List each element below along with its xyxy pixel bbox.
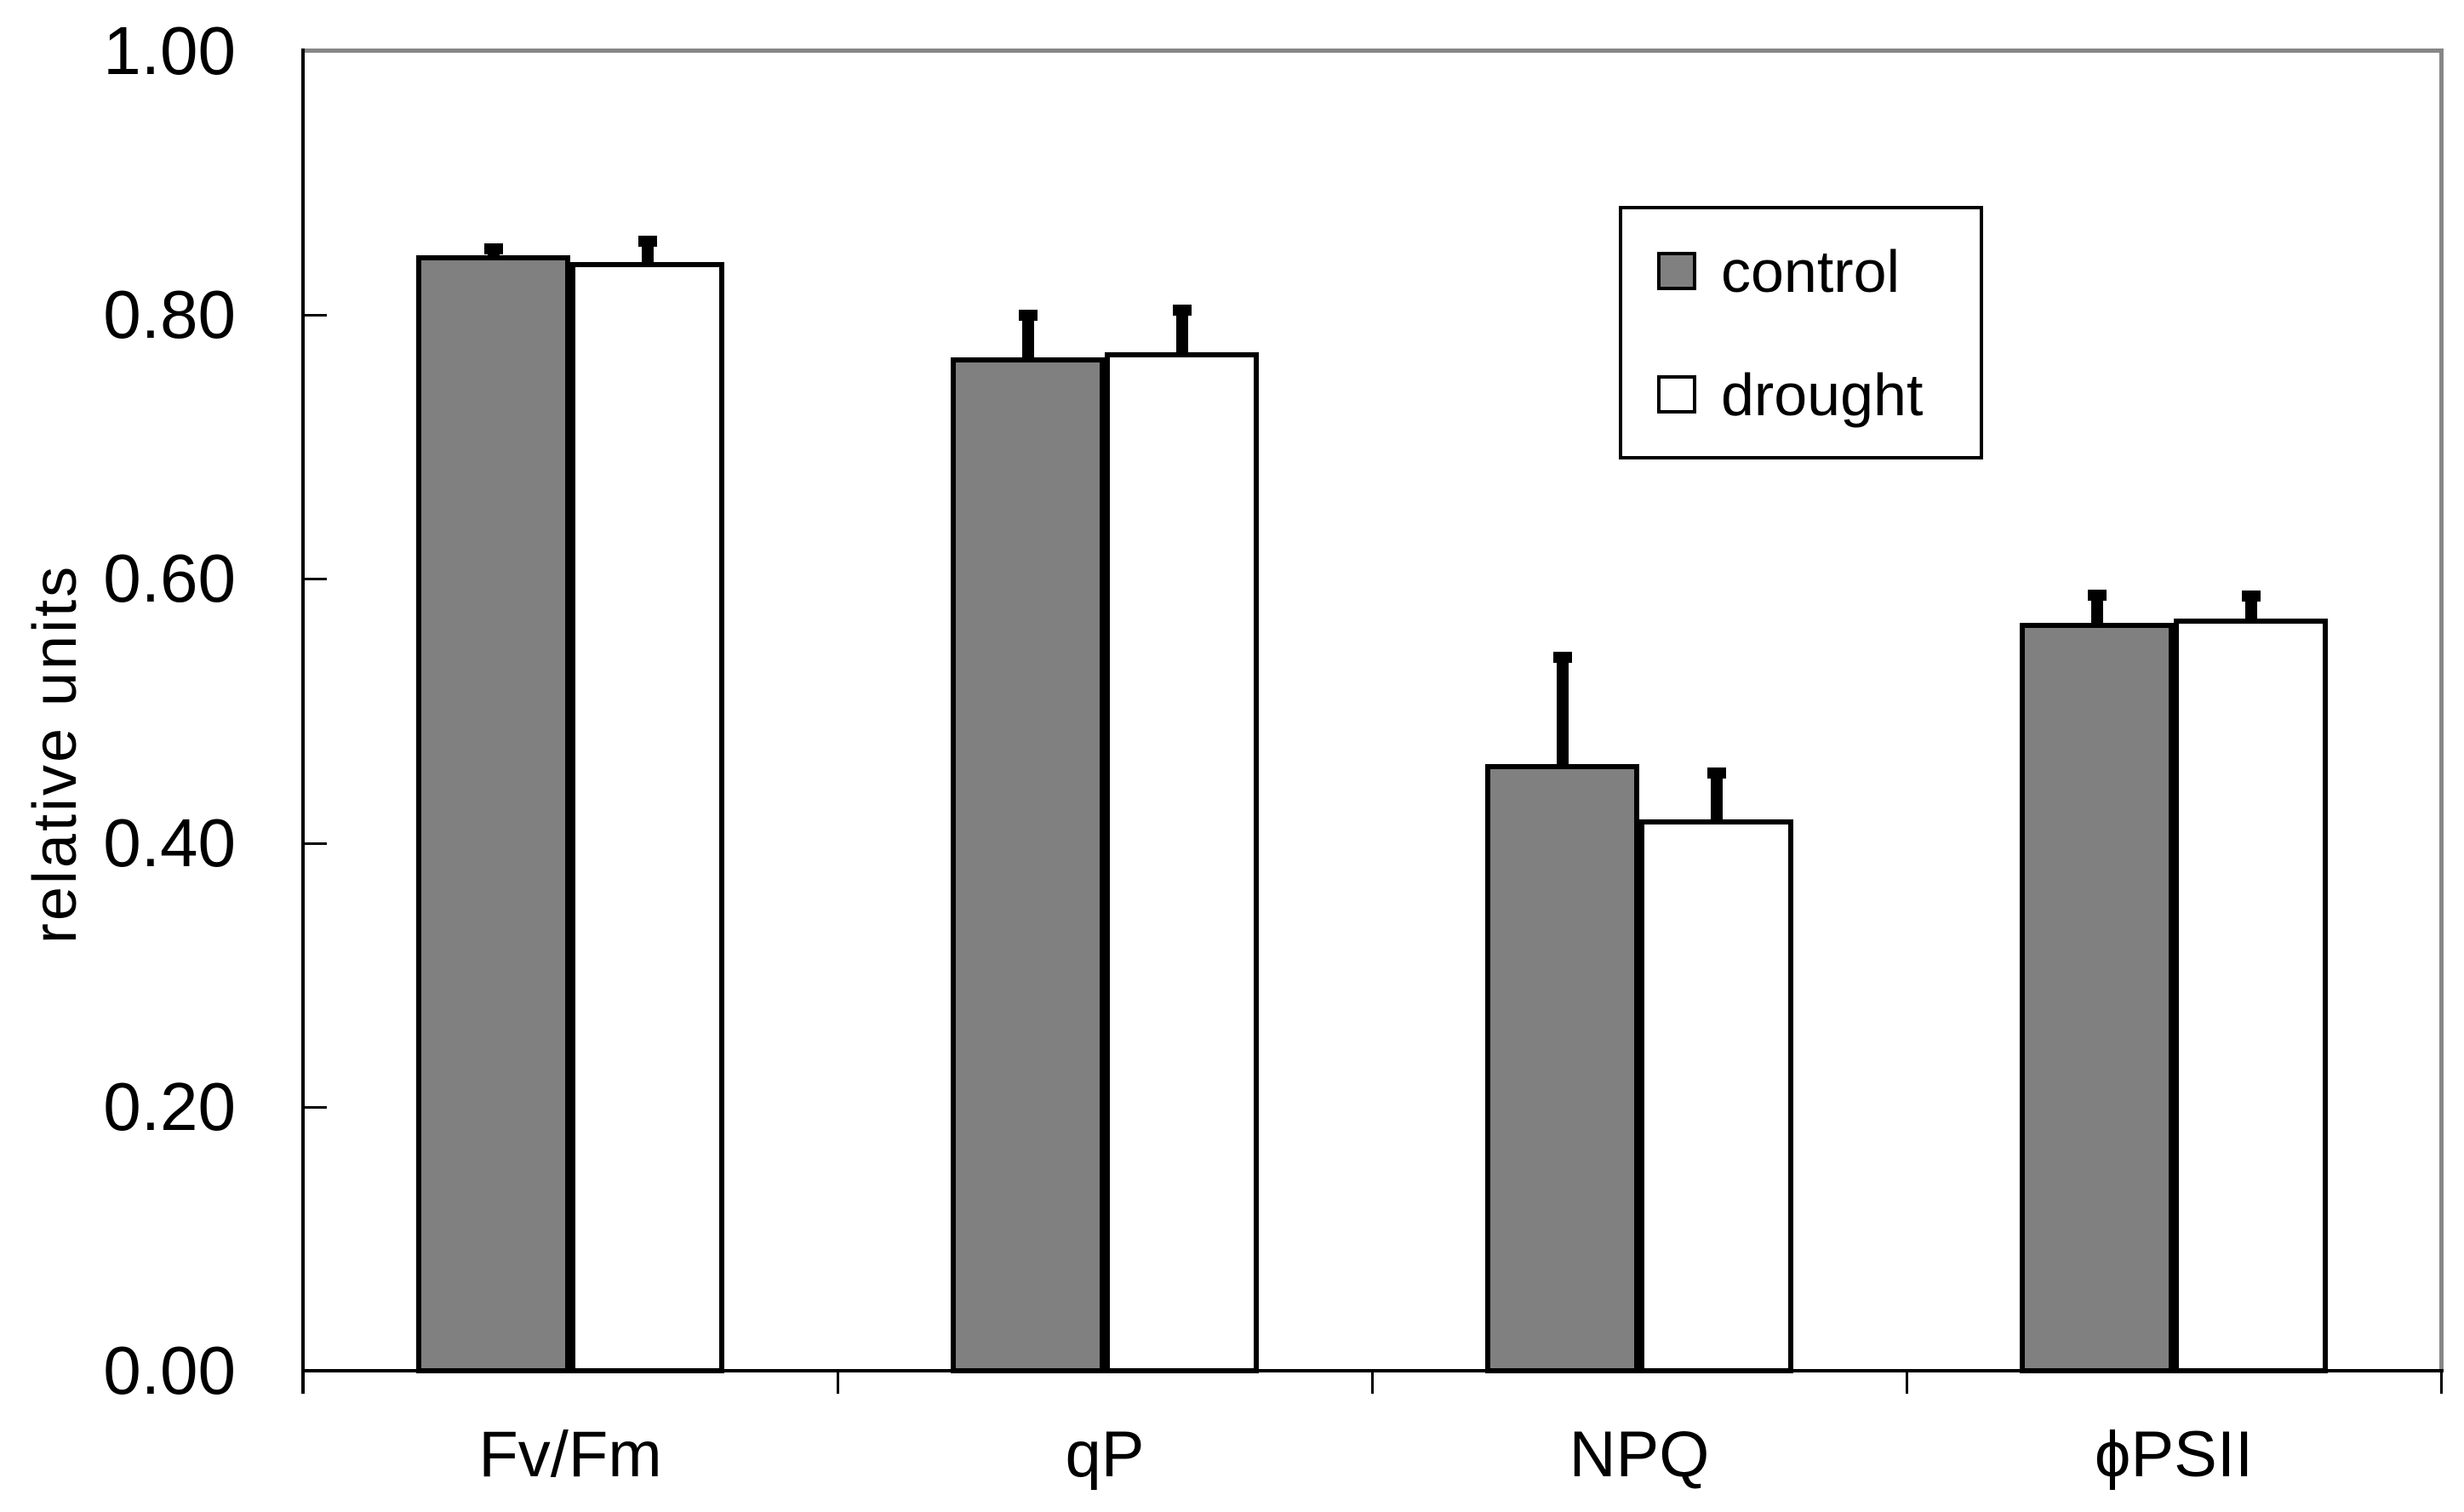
error-bar-control-qp-cap <box>1018 310 1038 321</box>
error-bar-drought-qp-stem <box>1175 305 1188 357</box>
legend-item-drought: drought <box>1657 333 1980 456</box>
legend-label-drought: drought <box>1721 361 1924 428</box>
x-category-label-fvfm: Fv/Fm <box>478 1418 662 1491</box>
y-tick-label-0.40: 0.40 <box>103 805 236 881</box>
error-bar-drought-psii-cap <box>2241 591 2261 602</box>
x-category-label-npq: NPQ <box>1569 1418 1710 1491</box>
y-axis-title: relative units <box>21 563 89 944</box>
bar-control-qp <box>951 357 1105 1373</box>
legend-label-control: control <box>1721 237 1901 305</box>
x-tick-mark-2 <box>1371 1371 1374 1394</box>
error-bar-drought-npq-stem <box>1710 767 1723 824</box>
x-category-label-qp: qP <box>1065 1418 1145 1491</box>
bar-control-npq <box>1485 764 1639 1373</box>
bar-control-psii <box>2020 623 2174 1373</box>
y-tick-label-0.20: 0.20 <box>103 1069 236 1144</box>
y-tick-mark-0.40 <box>303 842 327 845</box>
y-tick-mark-0.80 <box>303 314 327 317</box>
bar-control-fvfm <box>416 255 570 1373</box>
y-tick-mark-0.20 <box>303 1106 327 1109</box>
x-tick-mark-3 <box>1906 1371 1908 1394</box>
y-tick-label-1.00: 1.00 <box>103 13 236 88</box>
legend: control drought <box>1619 206 1983 459</box>
bar-drought-qp <box>1105 352 1259 1373</box>
legend-item-control: control <box>1657 209 1980 333</box>
x-tick-mark-1 <box>837 1371 839 1394</box>
bar-drought-npq <box>1639 819 1793 1373</box>
x-tick-mark-0 <box>302 1371 305 1394</box>
x-category-label-psii: ϕPSII <box>2094 1418 2254 1491</box>
error-bar-control-psii-cap <box>2087 590 2107 601</box>
y-tick-label-0.00: 0.00 <box>103 1332 236 1408</box>
error-bar-drought-npq-cap <box>1707 767 1726 779</box>
error-bar-control-npq-stem <box>1556 652 1569 769</box>
error-bar-drought-qp-cap <box>1172 305 1192 316</box>
legend-swatch-drought-icon <box>1657 375 1696 414</box>
error-bar-control-qp-stem <box>1021 310 1034 362</box>
error-bar-control-fvfm-cap <box>483 243 503 254</box>
plot-border-top <box>303 48 2444 53</box>
y-axis-line <box>301 48 305 1394</box>
y-tick-label-0.80: 0.80 <box>103 277 236 352</box>
y-tick-mark-0.60 <box>303 578 327 580</box>
plot-border-right <box>2439 48 2444 1371</box>
bar-drought-psii <box>2174 619 2328 1373</box>
bar-drought-fvfm <box>570 262 724 1373</box>
error-bar-control-npq-cap <box>1552 652 1572 663</box>
x-tick-mark-4 <box>2440 1371 2443 1394</box>
error-bar-drought-fvfm-cap <box>637 236 657 247</box>
y-tick-label-0.60: 0.60 <box>103 540 236 616</box>
legend-swatch-control-icon <box>1657 252 1696 290</box>
